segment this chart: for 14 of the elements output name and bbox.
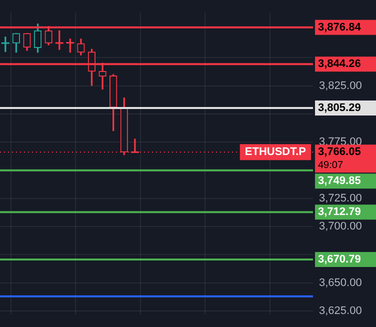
ref-line-label: 3,749.85 xyxy=(318,175,361,188)
y-tick-label: 3,650.00 xyxy=(319,276,362,289)
y-tick-label: 3,700.00 xyxy=(319,220,362,233)
annotation: ETHUSDT.P xyxy=(244,146,306,158)
ref-line-label: 3,844.26 xyxy=(318,58,361,70)
ref-line-label: 3,805.29 xyxy=(318,102,361,114)
ref-line-label: 3,876.84 xyxy=(318,21,362,34)
y-tick-label: 3,825.00 xyxy=(319,80,362,92)
ref-line-label: 3,670.79 xyxy=(318,253,361,266)
y-tick-label: 3,625.00 xyxy=(319,305,362,318)
ref-line-label: 3,712.79 xyxy=(318,206,361,218)
text: 49:07 xyxy=(318,160,344,171)
y-tick-label: 3,725.00 xyxy=(319,192,362,204)
ref-line-label: 3,766.05 xyxy=(318,146,361,158)
